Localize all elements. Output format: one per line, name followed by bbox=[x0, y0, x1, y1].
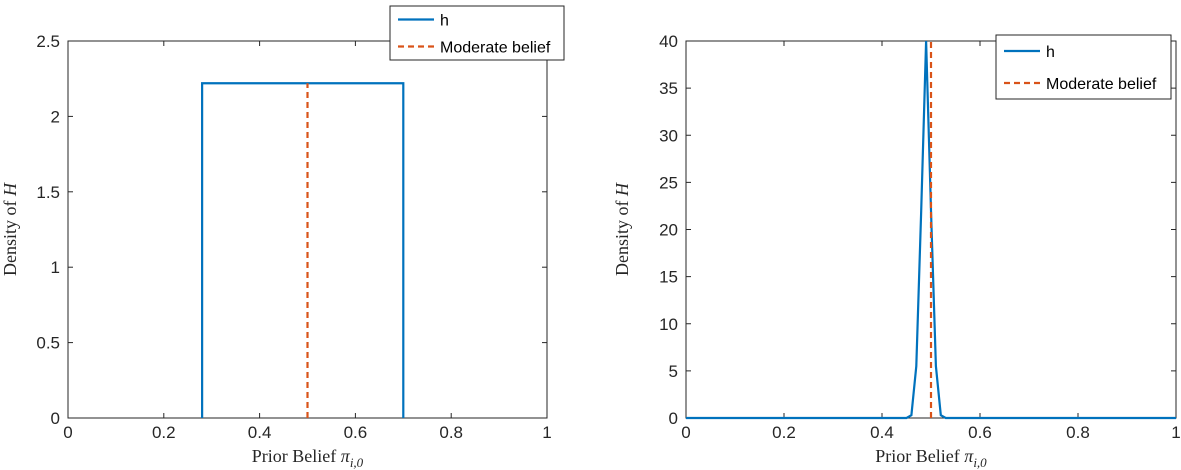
right-ytick-label: 25 bbox=[659, 173, 678, 192]
left-xtick-label: 0 bbox=[63, 423, 72, 442]
left-legend-label-h: h bbox=[440, 13, 449, 30]
right-ytick-label: 40 bbox=[659, 32, 678, 51]
right-ytick-label: 0 bbox=[669, 409, 678, 428]
right-xtick-label: 0.2 bbox=[772, 423, 796, 442]
left-xtick-label: 0.6 bbox=[344, 423, 368, 442]
left-legend-label-moderate-belief: Moderate belief bbox=[440, 40, 551, 57]
left-xtick-label: 0.4 bbox=[248, 423, 272, 442]
left-ytick-label: 1 bbox=[51, 258, 60, 277]
left-ytick-label: 0.5 bbox=[36, 334, 60, 353]
right-legend: h Moderate belief bbox=[995, 34, 1172, 100]
left-ytick-label: 1.5 bbox=[36, 183, 60, 202]
right-legend-box bbox=[995, 34, 1172, 100]
left-series-h-line bbox=[201, 82, 405, 418]
right-xtick-label: 0.4 bbox=[870, 423, 894, 442]
right-ytick-label: 5 bbox=[669, 362, 678, 381]
left-legend-box bbox=[389, 5, 565, 61]
right-x-axis-label: Prior Belief πi,0 bbox=[875, 446, 987, 470]
right-ytick-label: 20 bbox=[659, 221, 678, 240]
right-ytick-label: 15 bbox=[659, 268, 678, 287]
right-series-h-line bbox=[686, 40, 1176, 420]
left-y-axis-label: Density of H bbox=[0, 182, 20, 276]
left-x-axis-label: Prior Belief πi,0 bbox=[252, 446, 364, 470]
chart-right: 0 0.2 0.4 0.6 0.8 1 0 5 10 15 20 25 30 35 40 Prior Beli… bbox=[590, 0, 1180, 470]
right-ytick-label: 10 bbox=[659, 315, 678, 334]
right-xtick-label: 1 bbox=[1171, 423, 1180, 442]
right-legend-label-h: h bbox=[1046, 44, 1055, 61]
left-ytick-label: 2.5 bbox=[36, 32, 60, 51]
left-xtick-label: 0.8 bbox=[439, 423, 463, 442]
left-xtick-label: 1 bbox=[542, 423, 551, 442]
chart-left-svg: 0 0.2 0.4 0.6 0.8 1 0 0.5 1 1.5 2 2.5 Prior Belief π… bbox=[0, 5, 565, 470]
right-ytick-label: 35 bbox=[659, 79, 678, 98]
right-xtick-label: 0.8 bbox=[1066, 423, 1090, 442]
right-ytick-label: 30 bbox=[659, 126, 678, 145]
left-legend: h Moderate belief bbox=[389, 5, 565, 61]
right-y-axis-label: Density of H bbox=[612, 182, 632, 276]
left-ytick-label: 2 bbox=[51, 107, 60, 126]
right-xtick-label: 0 bbox=[681, 423, 690, 442]
left-ytick-label: 0 bbox=[51, 409, 60, 428]
left-xtick-label: 0.2 bbox=[152, 423, 176, 442]
right-xtick-label: 0.6 bbox=[968, 423, 992, 442]
chart-left: 0 0.2 0.4 0.6 0.8 1 0 0.5 1 1.5 2 2.5 Prior Belief π… bbox=[0, 0, 590, 470]
right-legend-label-moderate-belief: Moderate belief bbox=[1046, 76, 1157, 93]
